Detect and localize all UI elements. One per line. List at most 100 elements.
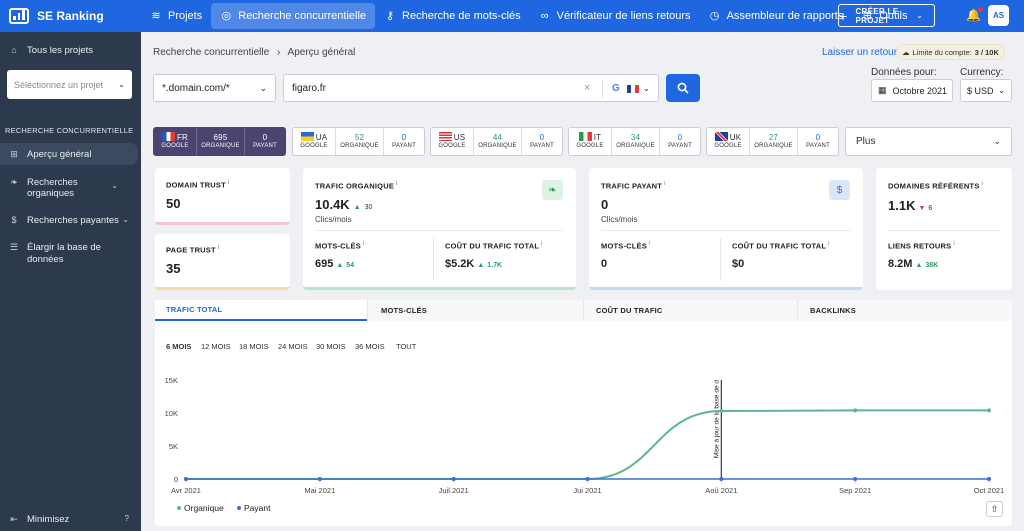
date-label: Données pour: — [871, 67, 937, 78]
db-organic-value: 27 — [768, 132, 779, 142]
db-paid-label: PAYANT — [668, 142, 692, 149]
sidebar-minimize[interactable]: ⇤ Minimisez? — [0, 514, 141, 525]
help-icon[interactable]: ? — [124, 514, 129, 523]
tab-keywords[interactable]: MOTS-CLÉS — [367, 300, 583, 321]
tab-backlinks[interactable]: BACKLINKS — [797, 300, 1012, 321]
currency-select[interactable]: $ USD ⌄ — [960, 79, 1012, 102]
nav-projets[interactable]: ≋ Projets — [141, 3, 211, 29]
leaf-icon: ❧ — [542, 180, 563, 200]
uk-flag-icon — [714, 132, 728, 141]
more-databases-select[interactable]: Plus ⌄ — [845, 127, 1012, 156]
nav-backlink-checker[interactable]: ∞ Vérificateur de liens retours — [530, 3, 700, 29]
avatar[interactable]: AS — [988, 5, 1009, 26]
period-24-months[interactable]: 24 MOIS — [278, 342, 308, 351]
series-line-organique — [186, 409, 989, 480]
card-title: TRAFIC ORGANIQUE i — [315, 181, 398, 191]
info-icon[interactable]: i — [362, 241, 365, 247]
db-paid-label: PAYANT — [392, 142, 416, 149]
info-icon[interactable]: i — [664, 181, 666, 187]
tab-traffic-cost[interactable]: COÛT DU TRAFIC — [583, 300, 797, 321]
y-tick-label: 0 — [174, 475, 178, 484]
info-icon[interactable]: i — [981, 181, 984, 187]
db-tab-it[interactable]: IT GOOGLE 34 ORGANIQUE 0 PAYANT — [568, 127, 701, 156]
period-6-months[interactable]: 6 MOIS — [166, 342, 192, 351]
search-button[interactable] — [666, 74, 700, 102]
info-icon[interactable]: i — [953, 241, 955, 247]
info-icon[interactable]: i — [828, 241, 830, 247]
info-icon[interactable]: i — [217, 245, 220, 251]
data-point-payant — [317, 477, 322, 481]
tab-total-traffic[interactable]: TRAFIC TOTAL — [155, 300, 367, 321]
db-tab-us[interactable]: US GOOGLE 44 ORGANIQUE 0 PAYANT — [430, 127, 563, 156]
db-organic-value: 695 — [213, 132, 228, 142]
home-icon: ⌂ — [11, 45, 17, 55]
db-tab-fr[interactable]: FR GOOGLE 695 ORGANIQUE 0 PAYANT — [153, 127, 286, 156]
y-tick-label: 15K — [165, 376, 178, 385]
db-engine: GOOGLE — [161, 143, 189, 149]
paid-keywords-title: MOTS-CLÉS — [601, 241, 647, 251]
divider — [433, 238, 434, 281]
db-tab-uk[interactable]: UK GOOGLE 27 ORGANIQUE 0 PAYANT — [706, 127, 839, 156]
target-icon: ◎ — [221, 9, 232, 22]
export-button[interactable]: ⇧ — [986, 501, 1003, 517]
nav-tools[interactable]: ⊞ Outils ⌄ — [852, 3, 934, 29]
paid-unit: Clics/mois — [601, 215, 638, 224]
info-icon[interactable]: i — [541, 241, 543, 247]
card-title: PAGE TRUST i — [166, 245, 219, 255]
organic-unit: Clics/mois — [315, 215, 352, 224]
db-engine-col: FR GOOGLE — [154, 128, 196, 155]
db-paid-value: 0 — [677, 132, 683, 142]
db-tab-ua[interactable]: UA GOOGLE 52 ORGANIQUE 0 PAYANT — [292, 127, 425, 156]
nav-competitive-research[interactable]: ◎ Recherche concurrentielle — [211, 3, 376, 29]
project-select[interactable]: Sélectionnez un projet ⌄ — [7, 70, 132, 99]
db-organic-value: 44 — [492, 132, 503, 142]
app-logo[interactable]: SE Ranking — [0, 8, 141, 24]
db-organic-label: ORGANIQUE — [754, 142, 793, 149]
db-paid-label: PAYANT — [806, 142, 830, 149]
legend-organic[interactable]: Organique — [177, 503, 224, 513]
info-icon[interactable]: i — [396, 181, 398, 187]
cloud-icon: ☁ — [902, 47, 910, 57]
period-all[interactable]: TOUT — [396, 342, 417, 351]
nav-label: Recherche concurrentielle — [238, 10, 367, 22]
date-picker[interactable]: ▦ Octobre 2021 — [871, 79, 953, 102]
period-18-months[interactable]: 18 MOIS — [239, 342, 269, 351]
info-icon[interactable]: i — [648, 241, 651, 247]
domain-search-input[interactable]: figaro.fr × G ⌄ — [283, 74, 659, 102]
separator — [602, 80, 603, 98]
breadcrumb-parent[interactable]: Recherche concurrentielle — [153, 47, 270, 58]
db-organic-col: 44 ORGANIQUE — [473, 128, 521, 155]
feedback-link[interactable]: Laisser un retour — [822, 47, 898, 58]
period-12-months[interactable]: 12 MOIS — [201, 342, 231, 351]
nav-report-builder[interactable]: ◷ Assembleur de rapports — [700, 3, 853, 29]
period-30-months[interactable]: 30 MOIS — [316, 342, 346, 351]
nav-keyword-research[interactable]: ⚷ Recherche de mots-clés — [375, 3, 530, 29]
info-icon[interactable]: i — [227, 180, 230, 186]
sidebar-item-expand-db[interactable]: ☰ Élargir la base de données — [0, 242, 141, 266]
nav-label: Vérificateur de liens retours — [556, 10, 691, 22]
sidebar-item-overview[interactable]: ⊞ Aperçu général — [0, 143, 138, 165]
legend-paid[interactable]: Payant — [237, 503, 270, 513]
sidebar-item-organic[interactable]: ❧ Recherches organiques ⌄ — [0, 177, 118, 199]
sidebar-all-projects[interactable]: ⌂ Tous les projets — [0, 45, 141, 56]
clear-icon[interactable]: × — [584, 82, 591, 94]
up-arrow-icon: ▲ — [353, 204, 361, 211]
leaf-icon: ❧ — [10, 177, 18, 187]
paid-cost-value: $0 — [732, 258, 745, 270]
page-trust-value: 35 — [166, 261, 181, 276]
bell-icon[interactable]: 🔔 — [966, 7, 983, 22]
france-flag-icon — [161, 132, 175, 141]
create-project-button[interactable]: + CRÉER LE PROJET — [838, 4, 935, 27]
backlinks-value: 8.2M — [888, 258, 913, 270]
ref-domains-value: 1.1K — [888, 198, 916, 213]
divider — [601, 230, 851, 231]
sidebar-item-paid[interactable]: $ Recherches payantes ⌄ — [0, 215, 141, 226]
db-organic-col: 52 ORGANIQUE — [335, 128, 383, 155]
search-mode-select[interactable]: *.domain.com/* ⌄ — [153, 74, 276, 102]
sidebar-item-label: Minimisez — [27, 514, 70, 525]
data-point-organique — [987, 408, 991, 413]
paid-traffic-value: 0 — [601, 197, 609, 212]
card-title: COÛT DU TRAFIC TOTAL i — [732, 241, 830, 251]
breadcrumb-current: Aperçu général — [287, 47, 356, 58]
period-36-months[interactable]: 36 MOIS — [355, 342, 385, 351]
